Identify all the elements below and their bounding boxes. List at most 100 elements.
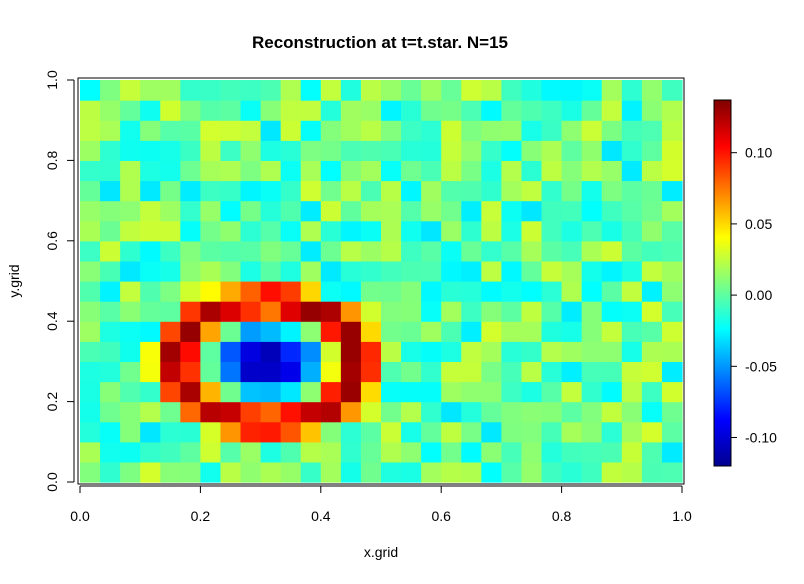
heatmap-cell <box>200 120 222 141</box>
heatmap-cell <box>421 421 442 443</box>
heatmap-cell <box>300 240 322 262</box>
heatmap-cell <box>481 240 502 262</box>
heatmap-cell <box>501 120 523 141</box>
heatmap-cell <box>421 321 442 342</box>
heatmap-cell <box>541 281 563 302</box>
heatmap-cell <box>340 421 362 443</box>
heatmap-cell <box>360 180 382 202</box>
heatmap-cell <box>100 361 121 383</box>
heatmap-cell <box>340 180 362 202</box>
heatmap-cell <box>661 321 683 342</box>
heatmap-cell <box>381 120 402 141</box>
heatmap-cell <box>360 260 382 282</box>
heatmap-cell <box>561 160 583 182</box>
heatmap-cell <box>140 240 161 262</box>
heatmap-cell <box>381 80 402 101</box>
heatmap-cell <box>340 341 362 362</box>
heatmap-cell <box>641 341 663 362</box>
heatmap-cell <box>381 301 402 322</box>
heatmap-cell <box>180 180 201 202</box>
heatmap-cell <box>100 200 121 222</box>
heatmap-cell <box>100 301 121 322</box>
heatmap-cell <box>180 80 201 101</box>
heatmap-cell <box>401 80 422 101</box>
heatmap-cell <box>340 401 362 423</box>
heatmap-cell <box>100 401 121 423</box>
heatmap-cell <box>200 421 222 443</box>
heatmap-cell <box>381 321 402 342</box>
heatmap-cell <box>340 361 362 383</box>
heatmap-cell <box>220 80 242 101</box>
heatmap-cell <box>481 361 502 383</box>
heatmap-cell <box>461 140 482 161</box>
heatmap-cell <box>220 140 242 161</box>
heatmap-cell <box>80 260 101 282</box>
heatmap-cell <box>401 421 422 443</box>
heatmap-cell <box>581 381 603 403</box>
heatmap-cell <box>521 281 543 302</box>
heatmap-cell <box>320 180 342 202</box>
heatmap-cell <box>260 361 282 383</box>
heatmap-cell <box>441 301 462 322</box>
heatmap-cell <box>300 301 322 322</box>
heatmap-cell <box>521 140 543 161</box>
heatmap-cell <box>200 140 222 161</box>
heatmap-cell <box>260 80 282 101</box>
heatmap-cell <box>481 321 502 342</box>
heatmap-cell <box>621 381 643 403</box>
heatmap-cell <box>320 301 342 322</box>
heatmap-cell <box>220 441 242 463</box>
heatmap-cell <box>80 281 101 302</box>
heatmap-cell <box>120 441 141 463</box>
heatmap-cell <box>260 160 282 182</box>
heatmap-cell <box>441 160 462 182</box>
heatmap-cell <box>481 120 502 141</box>
heatmap-cell <box>541 321 563 342</box>
heatmap-cell <box>120 321 141 342</box>
heatmap-cell <box>360 100 382 121</box>
heatmap-cell <box>641 140 663 161</box>
heatmap-cell <box>320 100 342 121</box>
heatmap-cell <box>280 200 302 222</box>
heatmap-cell <box>641 120 663 141</box>
heatmap-cell <box>220 281 242 302</box>
heatmap-cell <box>320 80 342 101</box>
heatmap-cell <box>441 401 462 423</box>
heatmap-cell <box>340 140 362 161</box>
heatmap-cell <box>140 80 161 101</box>
heatmap-cell <box>381 140 402 161</box>
y-tick-label: 0.2 <box>44 392 60 412</box>
y-tick-label: 0.4 <box>44 311 60 331</box>
heatmap-cell <box>180 140 201 161</box>
heatmap-cell <box>521 220 543 242</box>
heatmap-cell <box>381 240 402 262</box>
heatmap-cell <box>160 220 181 242</box>
colorbar-tick-label: 0.10 <box>745 145 772 161</box>
heatmap-cell <box>200 441 222 463</box>
heatmap-cell <box>140 421 161 443</box>
heatmap-cell <box>501 220 523 242</box>
heatmap-cell <box>621 341 643 362</box>
heatmap-cell <box>601 361 623 383</box>
heatmap-cell <box>220 401 242 423</box>
heatmap-cell <box>461 80 482 101</box>
heatmap-cell <box>501 240 523 262</box>
heatmap-cell <box>521 301 543 322</box>
heatmap-cell <box>601 321 623 342</box>
heatmap-cell <box>200 200 222 222</box>
heatmap-cell <box>621 160 643 182</box>
heatmap-cell <box>160 441 181 463</box>
heatmap-cell <box>581 260 603 282</box>
heatmap-cell <box>340 441 362 463</box>
heatmap-cell <box>401 260 422 282</box>
heatmap-cell <box>160 421 181 443</box>
heatmap-cell <box>100 240 121 262</box>
heatmap-cell <box>441 381 462 403</box>
heatmap-cell <box>160 321 181 342</box>
heatmap-cell <box>461 180 482 202</box>
heatmap-cell <box>360 120 382 141</box>
heatmap-cell <box>120 361 141 383</box>
heatmap-cell <box>381 160 402 182</box>
heatmap-cell <box>581 140 603 161</box>
heatmap-cell <box>200 180 222 202</box>
